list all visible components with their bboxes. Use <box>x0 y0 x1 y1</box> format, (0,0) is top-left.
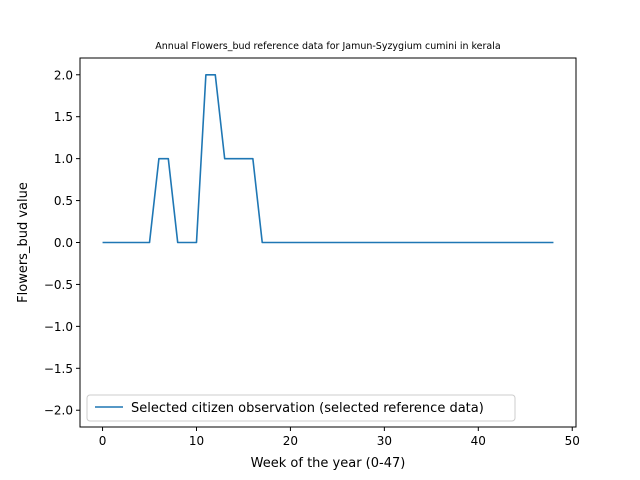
series-line <box>102 73 554 244</box>
x-tick-label: 20 <box>283 434 298 448</box>
y-tick-label: −2.0 <box>44 404 73 418</box>
y-axis-ticks: −2.0 −1.5 −1.0 −0.5 0.0 0.5 1.0 1.5 2.0 <box>44 68 80 418</box>
legend: Selected citizen observation (selected r… <box>86 394 516 422</box>
y-tick-label: −1.5 <box>44 362 73 376</box>
x-axis-label: Week of the year (0-47) <box>251 456 406 471</box>
x-tick-label: 0 <box>99 434 107 448</box>
y-tick-label: 2.0 <box>54 68 73 82</box>
x-tick-label: 50 <box>565 434 580 448</box>
x-tick-label: 30 <box>377 434 392 448</box>
y-tick-label: −1.0 <box>44 320 73 334</box>
plot-frame <box>79 57 577 428</box>
x-tick-label: 10 <box>189 434 204 448</box>
y-tick-label: 0.5 <box>54 194 73 208</box>
y-tick-label: 1.5 <box>54 110 73 124</box>
chart-title: Annual Flowers_bud reference data for Ja… <box>155 41 500 52</box>
x-axis-ticks: 0 10 20 30 40 50 <box>99 427 580 448</box>
x-tick-label: 40 <box>471 434 486 448</box>
y-axis-label: Flowers_bud value <box>16 182 31 303</box>
y-tick-label: 0.0 <box>54 236 73 250</box>
y-tick-label: 1.0 <box>54 152 73 166</box>
legend-box <box>86 394 516 422</box>
y-tick-label: −0.5 <box>44 278 73 292</box>
legend-label: Selected citizen observation (selected r… <box>131 401 484 416</box>
